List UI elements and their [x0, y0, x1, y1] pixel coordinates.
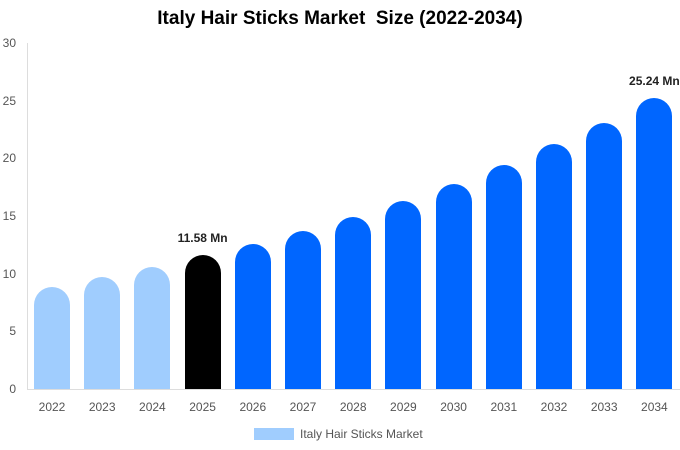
x-tick-label: 2022 — [38, 400, 66, 414]
x-tick-label: 2029 — [390, 400, 417, 414]
bar-2024[interactable] — [134, 266, 171, 389]
data-label: 11.58 Mn — [177, 231, 228, 246]
x-tick-label: 2023 — [88, 400, 116, 414]
x-axis-line — [27, 389, 680, 390]
x-tick-label: 2033 — [590, 400, 618, 414]
bar-2034[interactable] — [636, 97, 673, 389]
y-tick-label: 5 — [9, 324, 16, 339]
x-tick-label: 2027 — [289, 400, 317, 414]
x-tick-label: 2034 — [641, 400, 668, 414]
bar-2029[interactable] — [385, 201, 422, 389]
data-label: 25.24 Mn — [629, 73, 680, 88]
bar-2030[interactable] — [435, 183, 472, 389]
x-tick-label: 2028 — [339, 400, 367, 414]
y-tick-label: 30 — [2, 36, 16, 50]
y-tick-label: 15 — [2, 209, 16, 223]
bar-2023[interactable] — [84, 277, 121, 389]
bar-2027[interactable] — [285, 230, 321, 389]
y-axis-line — [27, 43, 28, 389]
x-tick-label: 2032 — [540, 400, 568, 414]
x-tick-label: 2024 — [139, 400, 166, 414]
y-tick-label: 25 — [2, 93, 16, 108]
legend-label: Italy Hair Sticks Market — [300, 427, 423, 441]
y-tick-label: 0 — [9, 382, 16, 396]
x-tick-label: 2025 — [189, 400, 216, 414]
y-tick-label: 10 — [2, 266, 16, 281]
legend-swatch — [254, 428, 294, 440]
legend[interactable]: Italy Hair Sticks Market — [254, 427, 423, 441]
bar-2022[interactable] — [34, 286, 70, 389]
bar-2031[interactable] — [485, 165, 522, 389]
bar-2026[interactable] — [234, 243, 271, 389]
y-tick-label: 20 — [2, 151, 16, 166]
x-tick-label: 2031 — [490, 400, 518, 414]
bar-2033[interactable] — [586, 122, 623, 389]
x-tick-label: 2026 — [239, 400, 267, 414]
bar-2032[interactable] — [536, 144, 572, 389]
x-tick-label: 2030 — [440, 400, 467, 414]
bar-2028[interactable] — [335, 217, 372, 389]
bar-2025[interactable] — [184, 255, 221, 389]
chart-title: Italy Hair Sticks Market Size (2022-2034… — [157, 8, 523, 29]
